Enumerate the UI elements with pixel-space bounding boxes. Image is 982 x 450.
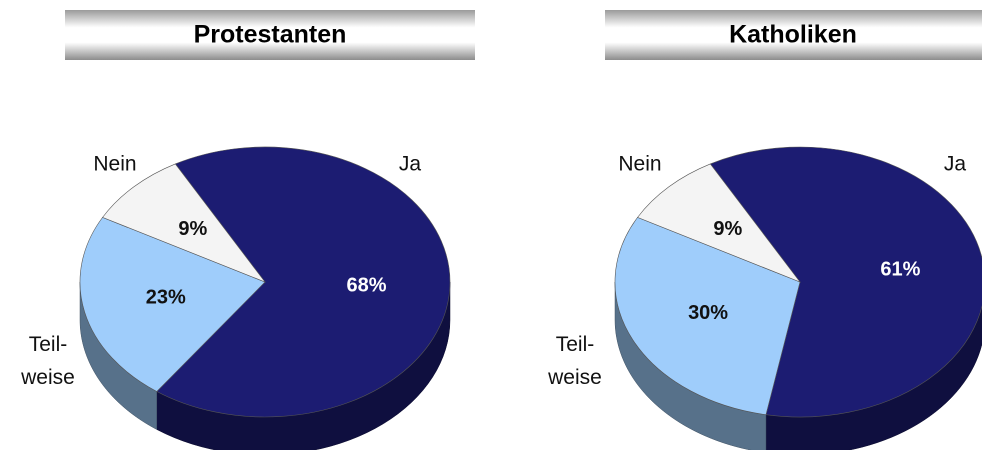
category-label: Nein: [618, 153, 661, 176]
value-label: 30%: [688, 302, 728, 324]
category-label: Teil-weise: [547, 333, 602, 389]
chart-title: Protestanten: [194, 21, 347, 49]
header-bar: [65, 10, 475, 60]
value-label: 68%: [347, 275, 387, 297]
value-label: 9%: [713, 218, 742, 240]
value-label: 9%: [178, 218, 207, 240]
category-label: Ja: [399, 153, 422, 176]
pie-slice: [156, 146, 451, 418]
pie-slice: [614, 217, 801, 416]
value-label: 61%: [880, 258, 920, 280]
pie-slice: [709, 146, 982, 418]
chart-title: Katholiken: [729, 21, 857, 49]
category-label: Nein: [93, 153, 136, 176]
category-label: Teil-weise: [20, 333, 75, 389]
pie-slice: [79, 217, 266, 392]
category-label: Ja: [944, 153, 967, 176]
pie-slice: [102, 163, 266, 283]
pie-slice: [637, 163, 801, 283]
value-label: 23%: [146, 287, 186, 309]
header-bar: [605, 10, 982, 60]
